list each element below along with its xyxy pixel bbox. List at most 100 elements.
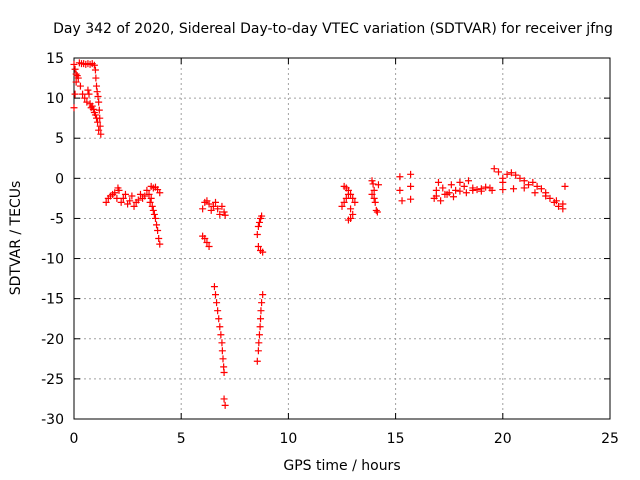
data-point [445, 189, 453, 197]
data-point [70, 104, 78, 112]
data-point [72, 70, 80, 78]
data-point [145, 190, 153, 198]
data-point [83, 98, 91, 106]
x-tick-label: 5 [177, 431, 186, 447]
series-arc-3 [136, 182, 164, 248]
data-point [516, 174, 524, 182]
y-tick-labels: 15 10 5 0 -5 -10 -15 -20 -25 -30 [41, 51, 64, 428]
data-point [456, 178, 464, 186]
data-point [254, 347, 262, 355]
x-tick-label: 20 [494, 431, 512, 447]
data-point [499, 186, 507, 194]
data-point [91, 66, 99, 74]
data-point [95, 126, 103, 134]
series-arc-5 [210, 283, 229, 409]
data-point [215, 315, 223, 323]
data-point [452, 186, 460, 194]
data-point [447, 181, 455, 189]
x-tick-label: 15 [387, 431, 405, 447]
data-point [542, 192, 550, 200]
data-point [76, 82, 84, 90]
data-point [94, 93, 102, 101]
data-point [209, 202, 217, 210]
data-point [143, 186, 151, 194]
data-point [255, 218, 263, 226]
data-point [115, 186, 123, 194]
data-point [552, 197, 560, 205]
data-point [121, 190, 129, 198]
data-point [258, 299, 266, 307]
data-point [432, 192, 440, 200]
data-point [71, 65, 79, 73]
data-point [462, 189, 470, 197]
data-point [91, 111, 99, 119]
data-point [212, 198, 220, 206]
data-point [126, 197, 134, 205]
data-point [90, 61, 98, 69]
data-point [371, 198, 379, 206]
data-point [117, 198, 125, 206]
data-point [347, 205, 355, 213]
data-point [531, 189, 539, 197]
data-point [464, 177, 472, 185]
data-point [216, 210, 224, 218]
data-point [342, 194, 350, 202]
data-point [370, 186, 378, 194]
series-arc-10 [430, 165, 507, 205]
series-arc-1-upper [70, 59, 105, 138]
data-point [338, 202, 346, 210]
data-point [254, 222, 262, 230]
data-point [102, 198, 110, 206]
data-point [373, 208, 381, 216]
data-point [396, 186, 404, 194]
data-point [111, 189, 119, 197]
data-point [370, 194, 378, 202]
data-point [148, 202, 156, 210]
data-point [96, 122, 104, 130]
data-point [347, 214, 355, 222]
data-point [460, 182, 468, 190]
data-point [520, 177, 528, 185]
data-point [456, 187, 464, 195]
data-point [205, 243, 213, 251]
data-point [92, 74, 100, 82]
data-point [372, 206, 380, 214]
data-point [84, 86, 92, 94]
series-arc-2 [102, 184, 142, 210]
data-point [488, 186, 496, 194]
y-tick-label: -25 [41, 372, 64, 388]
data-point [85, 90, 93, 98]
data-point [434, 178, 442, 186]
data-point [97, 130, 105, 138]
data-point [155, 235, 163, 242]
data-point [95, 106, 103, 114]
data-point [221, 211, 229, 219]
data-point [71, 90, 79, 98]
data-point [113, 194, 121, 202]
data-point [201, 235, 209, 242]
data-point [136, 190, 144, 198]
data-point [256, 323, 264, 331]
data-point [147, 194, 155, 202]
data-point [74, 74, 82, 82]
data-point [207, 206, 215, 214]
data-point [398, 197, 406, 205]
y-tick-label: 10 [46, 91, 64, 107]
data-point [128, 192, 136, 200]
data-point [210, 283, 218, 291]
data-point [257, 315, 265, 323]
data-point [151, 214, 159, 222]
y-tick-label: -20 [41, 332, 64, 348]
data-point [525, 181, 533, 189]
data-point [546, 194, 554, 202]
series-arc-4 [199, 197, 229, 251]
data-point [153, 221, 161, 229]
data-point [559, 205, 567, 213]
data-point [93, 114, 101, 122]
data-point [70, 60, 78, 68]
series-arc-1-lower [70, 74, 103, 134]
x-axis-label: GPS time / hours [283, 458, 400, 474]
plot-frame [73, 57, 611, 420]
data-point [490, 165, 498, 173]
data-points [70, 59, 569, 409]
